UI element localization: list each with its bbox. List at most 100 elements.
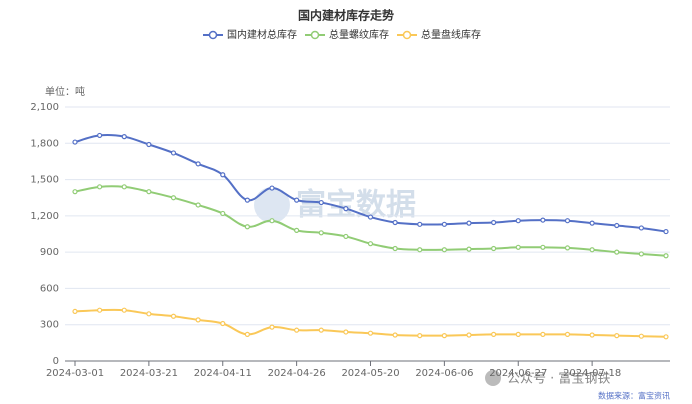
point	[220, 210, 226, 217]
point	[170, 195, 177, 201]
y-tick-label: 1,500	[30, 175, 59, 186]
point	[121, 307, 127, 313]
point	[663, 253, 669, 259]
legend-label: 总量螺纹库存	[329, 28, 389, 41]
y-tick-label: 1,200	[30, 211, 59, 222]
point	[392, 332, 398, 338]
watermark-logo	[254, 187, 290, 223]
legend-label: 国内建材总库存	[227, 28, 297, 41]
point	[638, 225, 644, 231]
point	[466, 220, 472, 226]
legend-label: 总量盘线库存	[421, 28, 481, 41]
point	[72, 189, 78, 195]
point	[146, 141, 152, 148]
point	[589, 332, 595, 338]
point	[540, 244, 546, 250]
point	[294, 327, 300, 333]
point	[244, 224, 250, 230]
x-tick-label: 2024-06-06	[415, 368, 473, 379]
point	[540, 331, 546, 337]
point	[318, 199, 324, 206]
point	[97, 307, 103, 313]
x-tick-label: 2024-03-21	[120, 368, 178, 379]
point	[638, 251, 644, 257]
y-axis-label: 单位：吨	[45, 85, 85, 98]
watermark-text: 富宝数据	[296, 188, 416, 223]
x-tick-label: 2024-03-01	[46, 368, 104, 379]
point	[195, 317, 201, 323]
legend-marker	[310, 30, 320, 40]
point	[392, 219, 398, 226]
x-tick-label: 2024-05-20	[341, 368, 399, 379]
point	[540, 217, 546, 223]
legend-marker	[402, 30, 412, 40]
point	[491, 331, 497, 337]
point	[269, 185, 275, 191]
point	[195, 161, 201, 167]
point	[564, 245, 571, 251]
point	[367, 241, 374, 247]
point	[170, 150, 177, 156]
y-tick-label: 900	[40, 247, 59, 258]
point	[491, 245, 497, 252]
point	[244, 197, 250, 203]
y-tick-label: 2,100	[30, 102, 59, 113]
point	[343, 206, 349, 212]
point	[441, 333, 447, 339]
legend-marker	[208, 30, 218, 40]
point	[244, 331, 250, 337]
wechat-account: 公众号 · 富宝钢铁	[507, 371, 610, 387]
point	[269, 324, 275, 330]
point	[121, 184, 127, 190]
point	[318, 327, 324, 333]
point	[441, 221, 447, 227]
point	[564, 218, 571, 224]
point	[318, 230, 324, 236]
chart-title: 国内建材库存走势	[298, 8, 394, 23]
point	[614, 333, 620, 339]
point	[589, 220, 595, 226]
point	[220, 320, 226, 327]
point	[97, 184, 103, 190]
watermark: 富宝数据	[254, 187, 416, 223]
point	[515, 244, 521, 250]
point	[638, 333, 644, 339]
point	[564, 331, 571, 337]
point	[220, 172, 226, 178]
y-tick-label: 600	[40, 283, 59, 294]
x-tick-label: 2024-04-11	[194, 368, 252, 379]
point	[515, 218, 521, 224]
point	[441, 247, 447, 253]
point	[417, 247, 423, 253]
point	[417, 221, 423, 227]
point	[466, 246, 472, 252]
y-tick-label: 300	[40, 320, 59, 331]
point	[392, 245, 398, 252]
point	[343, 329, 349, 335]
point	[367, 330, 374, 336]
point	[466, 332, 472, 338]
x-tick-label: 2024-06-27	[489, 368, 547, 379]
y-tick-label: 1,800	[30, 138, 59, 149]
point	[195, 202, 201, 208]
point	[417, 333, 423, 339]
y-tick-label: 0	[53, 356, 59, 367]
point	[491, 219, 497, 226]
point	[614, 222, 620, 229]
point	[72, 139, 78, 145]
x-tick-label: 2024-07-18	[563, 368, 621, 379]
source: 数据来源：富宝资讯	[598, 391, 670, 401]
point	[269, 218, 275, 224]
point	[515, 331, 521, 337]
point	[121, 134, 127, 140]
point	[72, 308, 78, 315]
point	[343, 233, 349, 240]
point	[614, 249, 620, 255]
point	[294, 197, 300, 203]
point	[146, 189, 152, 195]
point	[663, 334, 669, 340]
wechat-icon	[485, 370, 501, 386]
point	[97, 132, 103, 139]
point	[589, 247, 595, 253]
